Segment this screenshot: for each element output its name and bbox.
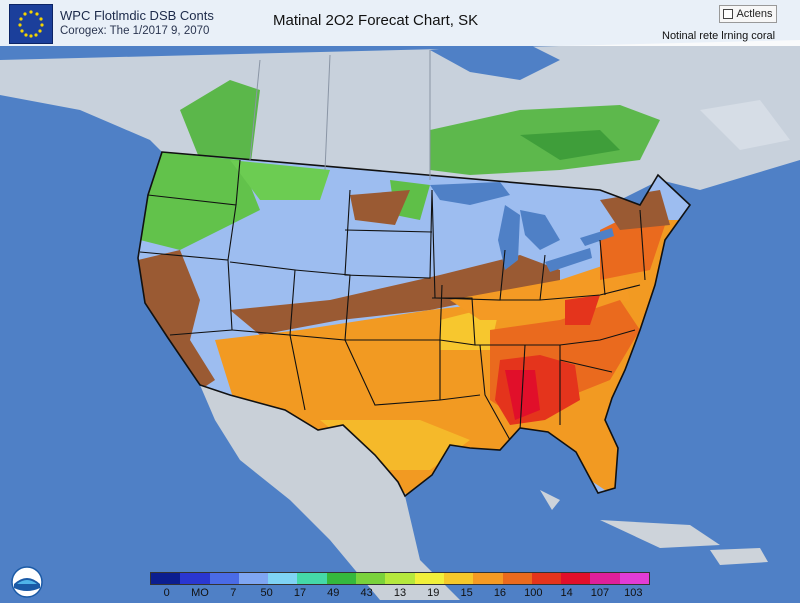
legend-swatch (180, 573, 210, 584)
legend-swatch (414, 573, 444, 584)
color-legend: 0 MO 7 50 17 49 43 13 19 15 16 100 14 107 103 (150, 572, 650, 600)
legend-swatch (209, 573, 239, 584)
legend-label: 13 (393, 587, 407, 599)
legend-label: 43 (360, 587, 373, 599)
page-title: Matinal 2O2 Forecat Chart, SK (273, 12, 479, 29)
legend-swatch (268, 573, 298, 584)
legend-swatch (297, 573, 327, 584)
header-subtitle: Corogex: The 1/2017 9, 2070 (60, 25, 210, 37)
legend-label: 107 (590, 587, 610, 599)
legend-label: 103 (624, 587, 643, 599)
noaa-logo-icon (11, 566, 43, 598)
header-title: WPC Flotlmdic DSB Conts (60, 8, 214, 23)
legend-label: 15 (460, 587, 473, 599)
legend-swatch (473, 573, 503, 584)
legend-swatch (590, 573, 620, 584)
legend-label: 19 (427, 587, 440, 599)
legend-swatch (502, 573, 532, 584)
legend-swatches (150, 572, 650, 585)
forecast-note: Notinal rete lrning coral (662, 30, 776, 42)
legend-label: 16 (493, 587, 507, 599)
legend-labels: 0 MO 7 50 17 49 43 13 19 15 16 100 14 107 103 (150, 586, 650, 600)
legend-swatch (385, 573, 415, 584)
actions-label: Actlens (736, 8, 773, 20)
legend-swatch (326, 573, 357, 584)
checkbox-icon (723, 9, 734, 19)
legend-label: 100 (524, 587, 543, 599)
legend-swatch (531, 573, 562, 584)
eu-stars-logo-icon (9, 4, 53, 44)
legend-swatch (443, 573, 474, 584)
legend-label: 14 (560, 587, 573, 599)
actions-button[interactable]: Actlens (719, 5, 777, 23)
legend-swatch (151, 573, 181, 584)
legend-swatch (561, 573, 591, 584)
legend-label: MO (191, 587, 209, 599)
legend-swatch (619, 573, 650, 584)
legend-label: 17 (293, 587, 307, 599)
legend-label: 49 (327, 587, 340, 599)
legend-label: 0 (163, 587, 170, 599)
legend-swatch (356, 573, 386, 584)
legend-swatch (238, 573, 269, 584)
header-bar: WPC Flotlmdic DSB Conts Corogex: The 1/2… (0, 0, 800, 46)
legend-label: 7 (230, 587, 237, 599)
legend-label: 50 (260, 587, 273, 599)
